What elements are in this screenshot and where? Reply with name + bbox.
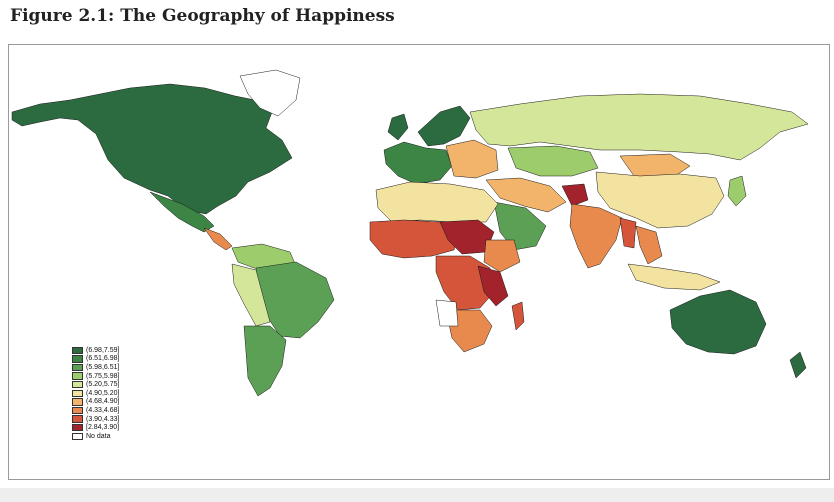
indonesia-region [628, 264, 720, 290]
legend-label: (6.51,6.98] [86, 355, 119, 362]
legend-item: (4.33,4.68] [72, 406, 119, 415]
north-africa-region [376, 182, 498, 222]
legend-label: No data [86, 433, 111, 440]
legend-swatch [72, 355, 83, 362]
central-america-region [204, 228, 232, 250]
legend-label: (5.98,6.51] [86, 364, 119, 371]
legend-swatch [72, 364, 83, 371]
myanmar-region [620, 218, 636, 248]
legend-item: (5.98,6.51] [72, 363, 119, 372]
legend-item: (5.75,5.98] [72, 372, 119, 381]
ethiopia-region [484, 240, 520, 272]
eastern-europe-region [446, 140, 498, 178]
legend-label: (5.75,5.98] [86, 373, 119, 380]
kazakhstan-region [508, 146, 598, 176]
legend-item: (5.20,5.75] [72, 380, 119, 389]
legend-item: (3.90,4.33] [72, 415, 119, 424]
scandinavia-region [418, 106, 470, 146]
north-america-region [12, 84, 292, 214]
western-europe-region [384, 142, 452, 184]
legend-item: [2.84,3.90] [72, 423, 119, 432]
legend-item: (4.68,4.90] [72, 398, 119, 407]
india-region [570, 204, 622, 268]
legend-swatch [72, 398, 83, 405]
madagascar-region [512, 302, 524, 330]
legend-item: (4.90,5.20] [72, 389, 119, 398]
legend-label: (5.20,5.75] [86, 381, 119, 388]
legend-label: [2.84,3.90] [86, 424, 119, 431]
new-zealand-region [790, 352, 806, 378]
argentina-chile-region [244, 326, 286, 396]
legend-swatch [72, 407, 83, 414]
legend-swatch [72, 415, 83, 422]
legend-item: (6.98,7.59] [72, 346, 119, 355]
map-legend: (6.98,7.59] (6.51,6.98] (5.98,6.51] (5.7… [72, 346, 119, 441]
angola-region [436, 300, 458, 326]
bottom-bar [0, 488, 834, 502]
legend-label: (4.68,4.90] [86, 398, 119, 405]
legend-label: (3.90,4.33] [86, 416, 119, 423]
legend-label: (6.98,7.59] [86, 347, 119, 354]
legend-label: (4.33,4.68] [86, 407, 119, 414]
legend-swatch [72, 390, 83, 397]
legend-label: (4.90,5.20] [86, 390, 119, 397]
legend-item: No data [72, 432, 119, 441]
legend-swatch [72, 424, 83, 431]
indochina-region [636, 226, 662, 264]
legend-swatch [72, 381, 83, 388]
australia-region [670, 290, 766, 354]
japan-region [728, 176, 746, 206]
legend-item: (6.51,6.98] [72, 355, 119, 364]
uk-iceland-region [388, 114, 408, 140]
afghanistan-region [562, 184, 588, 206]
legend-swatch [72, 372, 83, 379]
legend-swatch [72, 433, 83, 440]
legend-swatch [72, 347, 83, 354]
